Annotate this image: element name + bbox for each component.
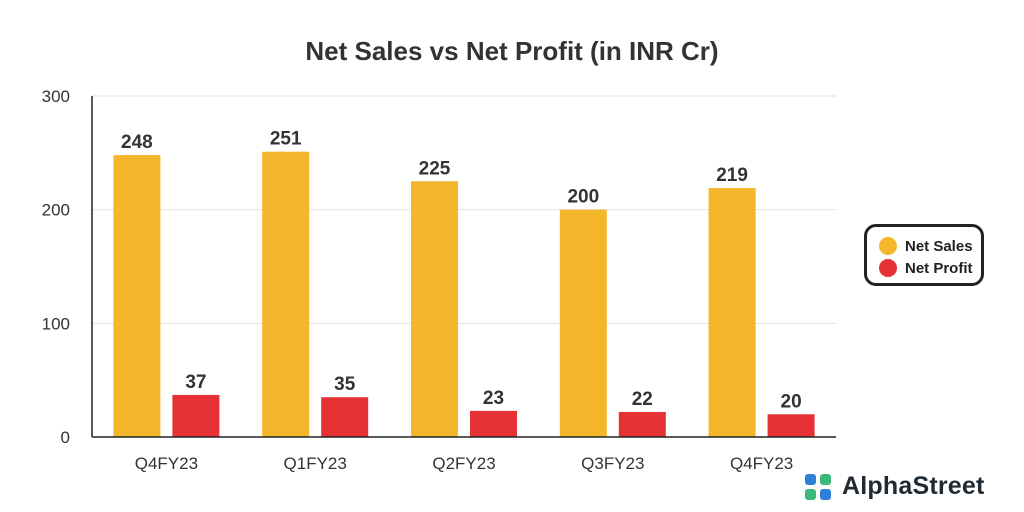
y-tick-label: 100	[42, 314, 70, 333]
data-label-net-sales: 225	[419, 158, 451, 179]
data-label-net-sales: 219	[716, 165, 748, 186]
chart-title: Net Sales vs Net Profit (in INR Cr)	[305, 36, 718, 66]
x-axis-labels: Q4FY23 Q1FY23 Q2FY23 Q3FY23 Q4FY23	[135, 454, 794, 473]
data-label-net-profit: 35	[334, 374, 356, 395]
x-tick-label: Q4FY23	[730, 454, 793, 473]
bar-net-sales	[411, 181, 458, 437]
alphastreet-logo: AlphaStreet	[804, 472, 985, 501]
bar-net-sales	[262, 151, 310, 438]
legend-swatch-net-profit	[879, 259, 897, 277]
data-label-net-profit: 37	[185, 372, 206, 393]
legend-item-net-sales: Net Sales	[879, 235, 981, 257]
legend-label-net-profit: Net Profit	[905, 259, 973, 277]
alphastreet-logo-text: AlphaStreet	[842, 472, 985, 500]
legend: Net Sales Net Profit	[864, 224, 984, 286]
data-label-net-sales: 248	[121, 132, 153, 153]
y-axis-ticks: 0 100 200 300	[42, 87, 70, 447]
x-tick-label: Q3FY23	[581, 454, 644, 473]
bar-net-profit	[470, 410, 517, 437]
alphastreet-logo-icon	[805, 473, 831, 500]
bar-net-profit	[767, 414, 815, 437]
legend-swatch-net-sales	[879, 237, 897, 255]
bar-net-sales	[113, 155, 161, 437]
legend-label-net-sales: Net Sales	[905, 237, 973, 255]
y-tick-label: 300	[42, 87, 70, 106]
bar-net-profit	[172, 394, 220, 437]
x-tick-label: Q2FY23	[432, 454, 495, 473]
bars: 248 37 251 35 225 23 200 22 219 20	[113, 129, 815, 438]
y-tick-label: 0	[61, 428, 70, 447]
bar-net-profit	[321, 397, 369, 437]
legend-item-net-profit: Net Profit	[879, 257, 981, 279]
data-label-net-profit: 20	[781, 391, 802, 412]
bar-net-sales	[559, 209, 607, 437]
data-label-net-sales: 251	[270, 129, 302, 150]
x-tick-label: Q1FY23	[284, 454, 347, 473]
data-label-net-sales: 200	[567, 187, 599, 208]
bar-net-profit	[618, 411, 666, 437]
bar-net-sales	[708, 188, 756, 437]
x-tick-label: Q4FY23	[135, 454, 198, 473]
data-label-net-profit: 22	[632, 389, 653, 410]
data-label-net-profit: 23	[483, 388, 504, 409]
y-tick-label: 200	[42, 201, 70, 220]
